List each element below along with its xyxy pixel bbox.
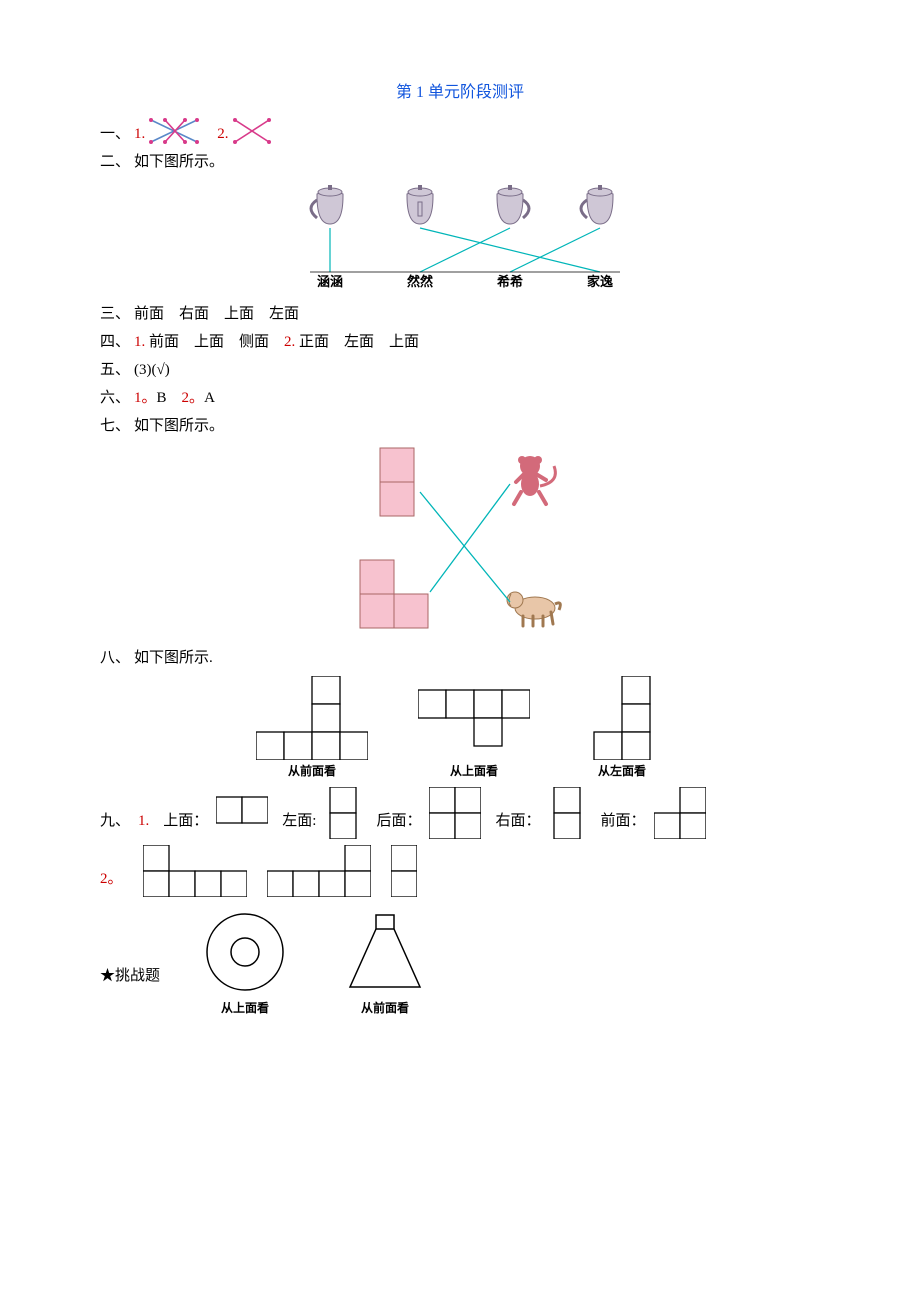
q9-2-shape xyxy=(267,845,371,897)
q6-answer: A xyxy=(204,390,215,406)
q4-prefix: 四、 xyxy=(100,330,130,354)
q4-answers: 正面 左面 上面 xyxy=(295,334,419,350)
page-title: 第 1 单元阶段测评 xyxy=(100,80,820,106)
q3: 三、 前面 右面 上面 左面 xyxy=(100,302,820,326)
q8-figures: 从前面看 从上面看 从左面看 xyxy=(100,676,820,781)
q6-num: 1。 xyxy=(134,390,157,406)
q9-1-shape xyxy=(654,787,706,839)
q9-1-shape xyxy=(324,787,362,839)
q2-text: 二、 如下图所示。 xyxy=(100,150,820,174)
q6-num: 2。 xyxy=(182,390,205,406)
challenge-cone: 从前面看 xyxy=(340,907,430,1018)
q3-prefix: 三、 xyxy=(100,302,130,326)
q8-view-label: 从上面看 xyxy=(418,762,530,781)
q5-body: (3)(√) xyxy=(134,358,170,382)
q9-2-shape xyxy=(391,845,417,897)
q9-prefix: 九、 xyxy=(100,809,130,833)
q9-1-label: 后面： xyxy=(376,809,421,833)
q7-prefix: 七、 xyxy=(100,414,130,438)
q4-num: 1. xyxy=(134,334,145,350)
q9-2-num: 2。 xyxy=(100,867,123,891)
q6-answer: B xyxy=(157,390,182,406)
challenge-cone-label: 从前面看 xyxy=(340,999,430,1018)
q1-num-2: 2. xyxy=(217,122,228,146)
challenge-star: ★ xyxy=(100,968,115,984)
svg-text:家逸: 家逸 xyxy=(587,274,613,289)
svg-text:然然: 然然 xyxy=(407,274,433,289)
q9-1-label: 右面： xyxy=(495,809,540,833)
svg-text:希希: 希希 xyxy=(497,274,523,289)
q2-body: 如下图所示。 xyxy=(134,150,224,174)
q5: 五、 (3)(√) xyxy=(100,358,820,382)
q1-cross-2 xyxy=(229,116,275,146)
q8-view-label: 从左面看 xyxy=(580,762,664,781)
q9-part1: 九、 1. 上面： 左面: 后面： 右面： 前面： xyxy=(100,781,820,839)
q7-body: 如下图所示。 xyxy=(134,414,224,438)
q2-figure: 涵涵 然然 希希 家逸 xyxy=(280,178,640,298)
svg-text:涵涵: 涵涵 xyxy=(317,274,343,289)
q4: 四、 1. 前面 上面 侧面 2. 正面 左面 上面 xyxy=(100,330,820,354)
q1-cross-1 xyxy=(145,116,203,146)
q9-part2: 2。 xyxy=(100,845,820,897)
q8-text: 八、 如下图所示. xyxy=(100,646,820,670)
q9-1-label: 前面： xyxy=(600,809,645,833)
challenge-donut-label: 从上面看 xyxy=(200,999,290,1018)
q1: 一、 1. 2. xyxy=(100,116,820,146)
q8-prefix: 八、 xyxy=(100,646,130,670)
challenge: ★挑战题 从上面看 从前面看 xyxy=(100,907,820,1018)
q8-view: 从上面看 xyxy=(418,676,530,781)
q4-num: 2. xyxy=(284,334,295,350)
q2-prefix: 二、 xyxy=(100,150,130,174)
q4-answers: 前面 上面 侧面 xyxy=(145,334,284,350)
q6-body: 1。B 2。A xyxy=(134,386,215,410)
challenge-text: 挑战题 xyxy=(115,968,160,984)
q6: 六、 1。B 2。A xyxy=(100,386,820,410)
q1-num-1: 1. xyxy=(134,122,145,146)
challenge-donut: 从上面看 xyxy=(200,907,290,1018)
q6-prefix: 六、 xyxy=(100,386,130,410)
q5-prefix: 五、 xyxy=(100,358,130,382)
q9-1-label: 左面: xyxy=(282,809,316,833)
q8-body: 如下图所示. xyxy=(134,646,213,670)
q7-text: 七、 如下图所示。 xyxy=(100,414,820,438)
q9-1-label: 上面： xyxy=(163,809,208,833)
q9-1-shape xyxy=(548,787,586,839)
q8-view-label: 从前面看 xyxy=(256,762,368,781)
q3-answers: 前面 右面 上面 左面 xyxy=(134,302,299,326)
q8-view: 从左面看 xyxy=(580,676,664,781)
q9-1-shape xyxy=(216,781,268,839)
q9-1-num: 1. xyxy=(138,809,149,833)
q4-body: 1. 前面 上面 侧面 2. 正面 左面 上面 xyxy=(134,330,419,354)
q8-view: 从前面看 xyxy=(256,676,368,781)
q7-figure xyxy=(320,442,600,642)
q9-1-shape xyxy=(429,787,481,839)
q9-2-shape xyxy=(143,845,247,897)
q1-prefix: 一、 xyxy=(100,122,130,146)
